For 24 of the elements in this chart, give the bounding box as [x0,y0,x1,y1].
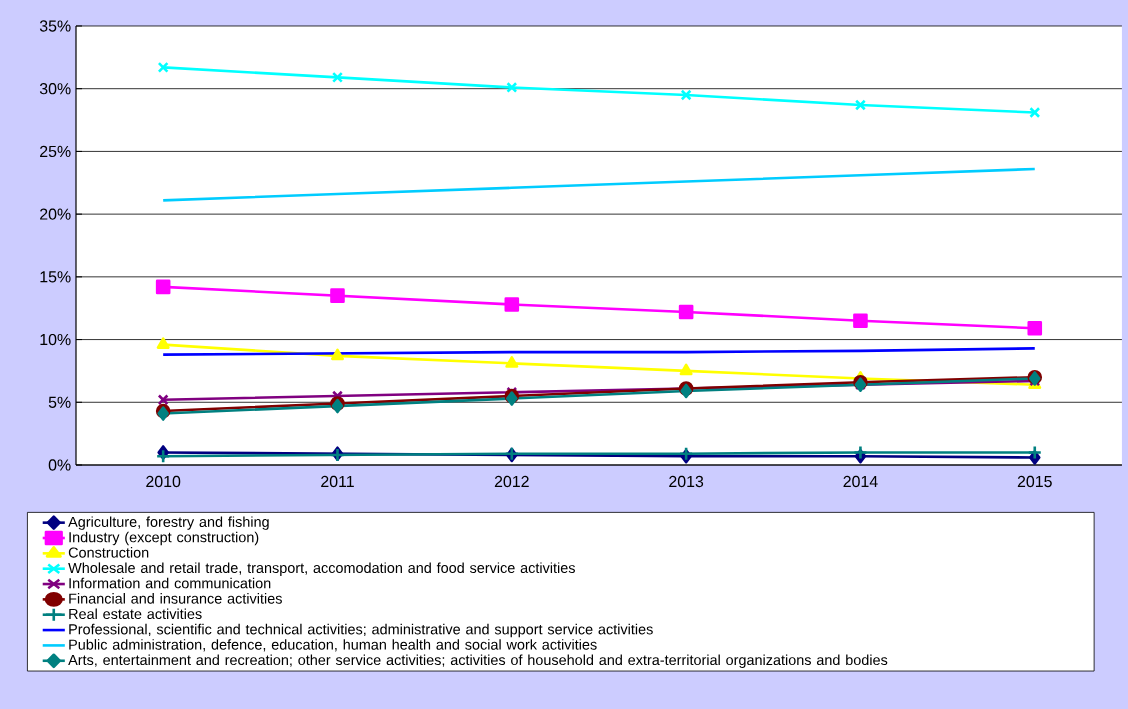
legend-label: Industry (except construction) [69,531,259,546]
x-tick-label: 2013 [669,475,704,488]
y-tick-label: 5% [48,396,71,408]
x-tick-label: 2014 [843,475,878,488]
legend-label: Information and communication [69,577,271,589]
x-tick-label: 2015 [1017,475,1052,488]
legend-label: Wholesale and retail trade, transport, accomodation and food service activities [68,562,575,576]
x-tick-label: 2011 [321,475,354,488]
y-tick-label: 0% [48,459,71,471]
x-tick-label: 2010 [146,475,181,488]
y-tick-label: 10% [40,333,71,346]
legend-label: Public administration, defence, education, human health and social work activities [69,639,597,652]
legend-label: Financial and insurance activities [69,593,282,604]
y-tick-label: 35% [39,20,71,32]
y-tick-label: 30% [39,83,71,95]
y-tick-label: 25% [40,145,71,158]
legend-label: Arts, entertainment and recreation; other service activities; activities of household and extra-territorial organizations and bodies [68,654,888,668]
y-tick-label: 15% [40,271,71,283]
legend-label: Professional, scientific and technical activities; administrative and support service activities [69,623,653,638]
legend-label: Real estate activities [69,608,202,620]
x-tick-label: 2012 [494,475,529,488]
legend-label: Agriculture, forestry and fishing [68,516,269,530]
y-tick-label: 20% [40,208,71,220]
legend-label: Construction [68,547,149,558]
